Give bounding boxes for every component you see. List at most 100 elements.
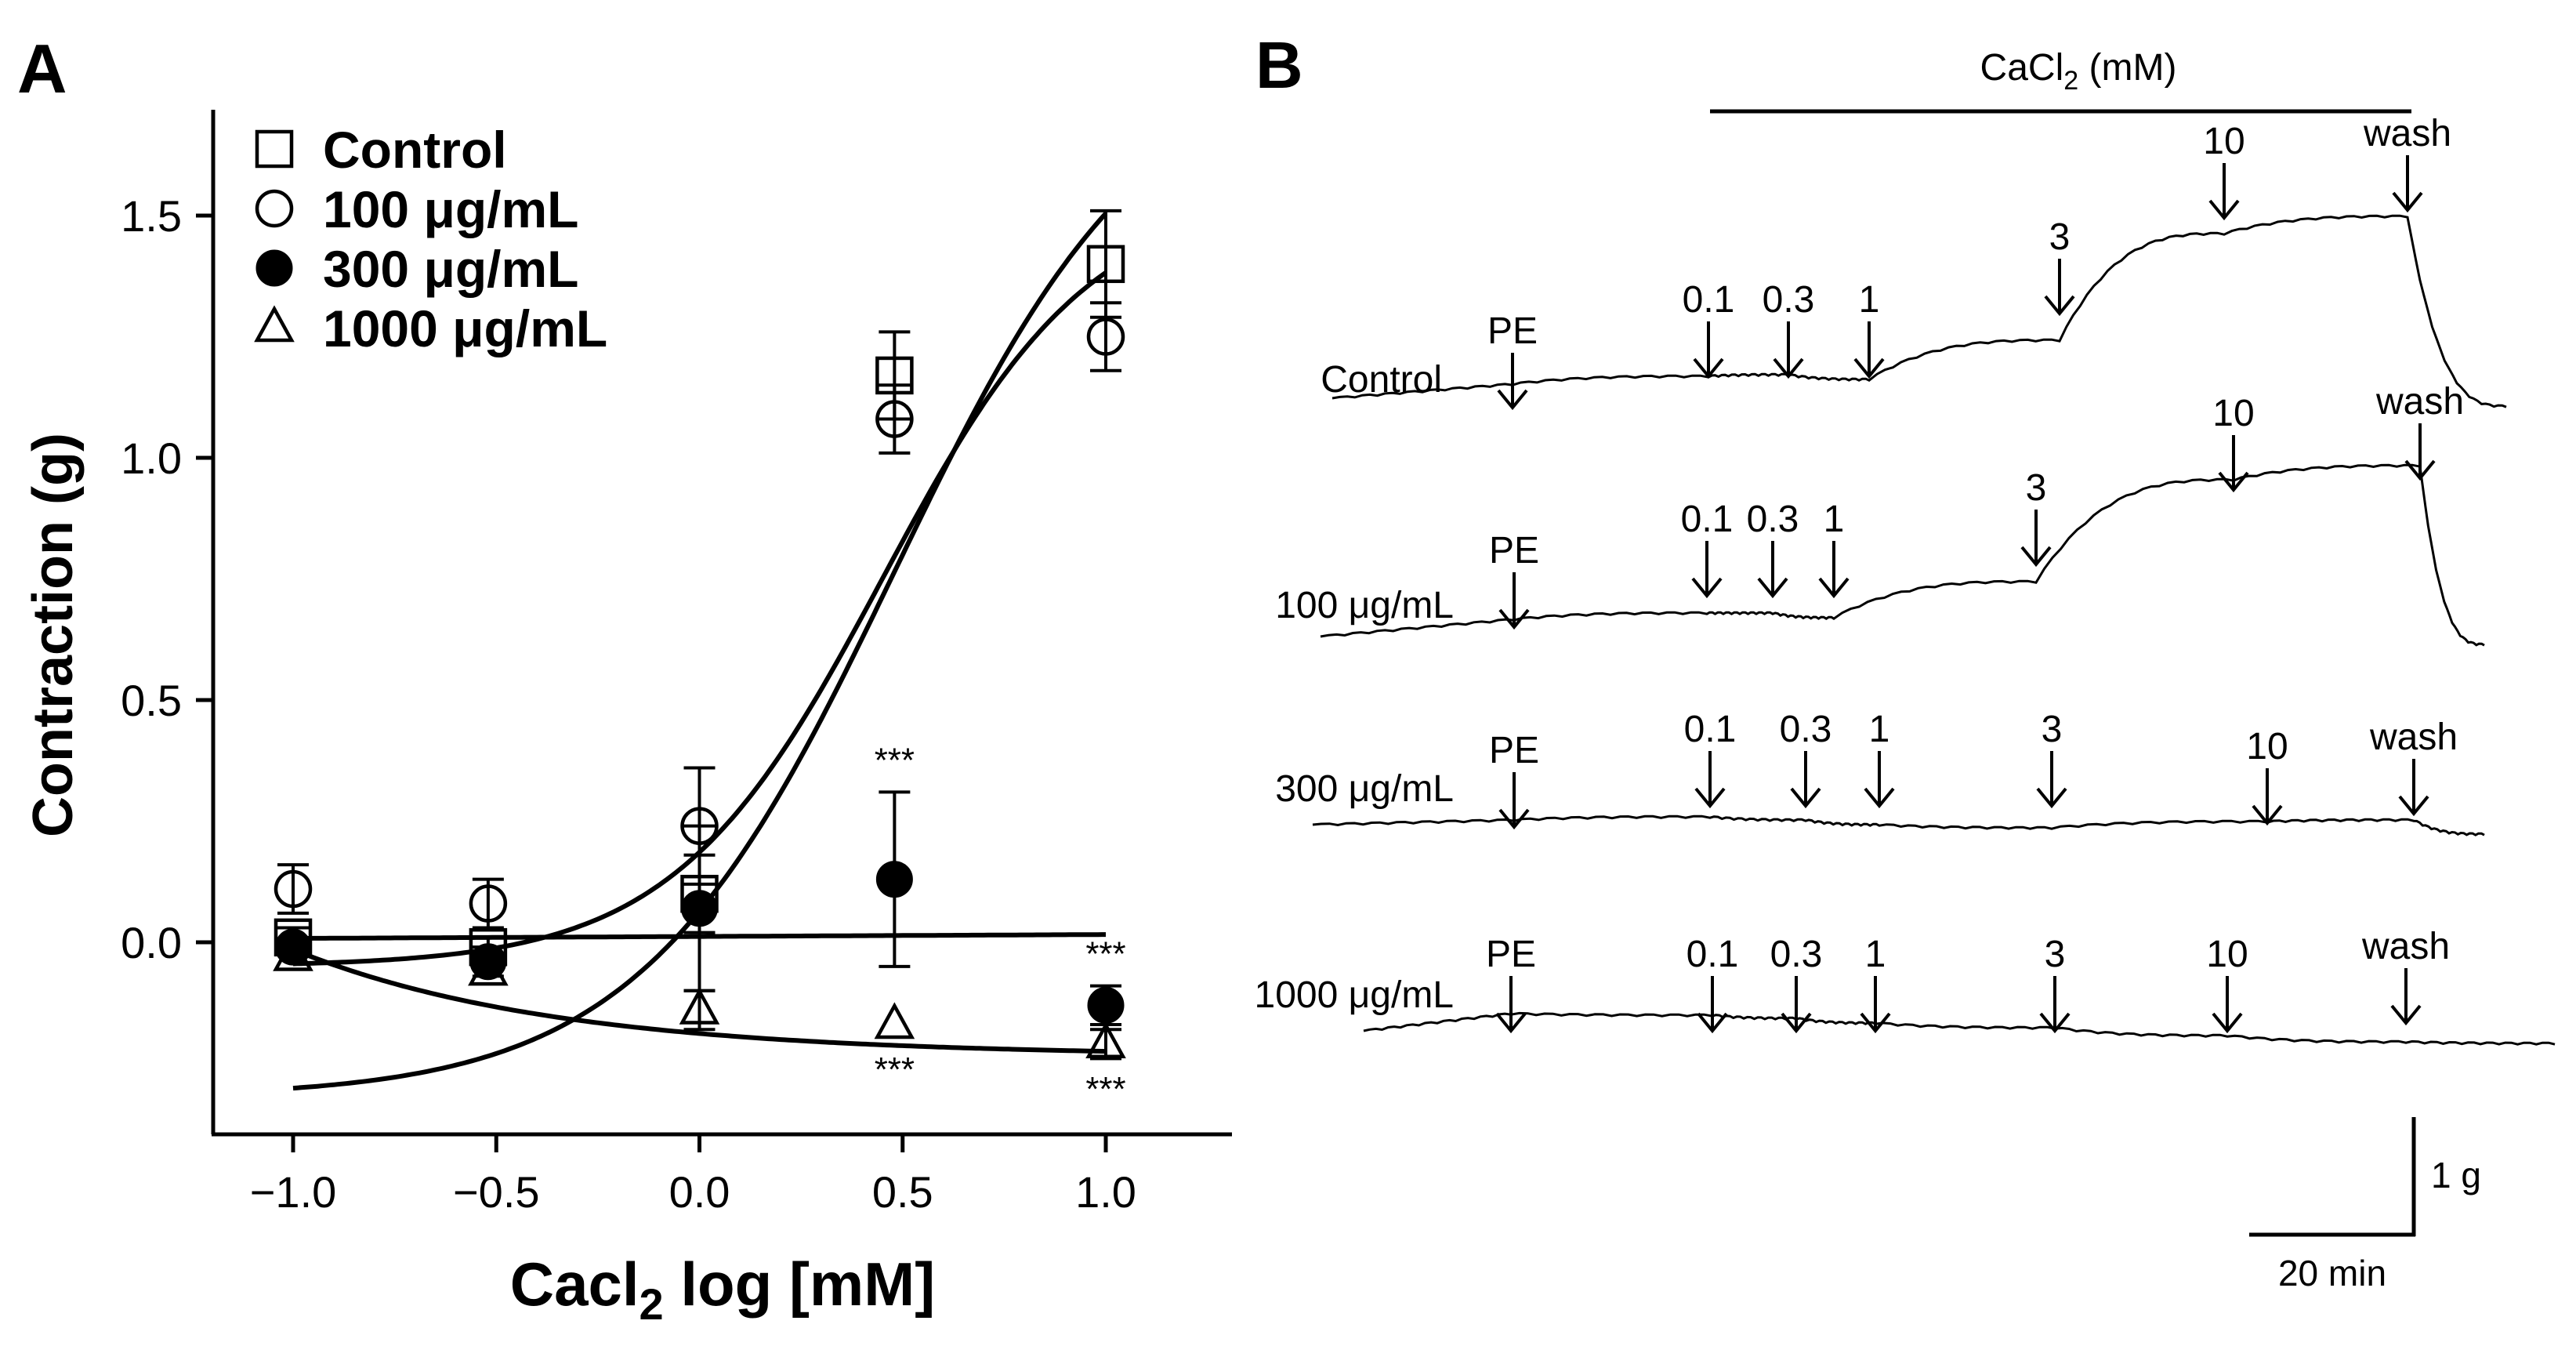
scale-bar-x-label: 20 min xyxy=(2278,1253,2386,1293)
point-100-g-ml xyxy=(875,400,914,438)
addition-label: 1 xyxy=(1859,279,1880,321)
arrow-head xyxy=(1818,577,1850,599)
point-control xyxy=(1086,245,1125,284)
x-tick-label: 0.5 xyxy=(872,1167,933,1217)
arrow-head xyxy=(1497,389,1528,411)
addition-label: 10 xyxy=(2212,393,2254,434)
addition-label: PE xyxy=(1489,530,1539,571)
addition-label: 3 xyxy=(2042,709,2063,750)
trace-line xyxy=(1331,214,2507,408)
addition-label: 10 xyxy=(2246,726,2288,767)
point-300-g-ml xyxy=(681,890,718,927)
addition-label: 10 xyxy=(2206,934,2248,975)
addition-label: 3 xyxy=(2049,216,2071,258)
arrow-head xyxy=(1498,808,1530,830)
cacl2-label-rest: (mM) xyxy=(2078,47,2176,89)
arrow-head xyxy=(2404,459,2436,481)
arrow-head xyxy=(1757,577,1788,599)
y-tick-label: 0.0 xyxy=(121,918,182,967)
arrow-head xyxy=(1773,357,1804,379)
point-300-g-ml xyxy=(1087,986,1125,1024)
arrow-head xyxy=(1498,608,1530,630)
point-1000-g-ml xyxy=(874,1002,915,1039)
cacl2-label: CaCl2 (mM) xyxy=(1980,47,2177,96)
x-axis-label-sub: 2 xyxy=(639,1279,664,1329)
addition-label: 1 xyxy=(1824,499,1845,540)
legend-marker-open-square xyxy=(255,129,294,169)
addition-label: wash xyxy=(2363,113,2451,154)
legend-label: Control xyxy=(323,121,507,179)
x-tick-label: 0.0 xyxy=(669,1167,730,1217)
addition-label: 1 xyxy=(1865,934,1886,975)
fit-curve-1000-g-ml xyxy=(292,947,1107,1054)
addition-label: 3 xyxy=(2026,467,2047,509)
trace-line xyxy=(1312,814,2485,836)
addition-label: wash xyxy=(2369,717,2458,758)
arrow-head xyxy=(2390,1004,2422,1026)
significance-label: *** xyxy=(1085,1070,1125,1108)
legend-label: 300 μg/mL xyxy=(323,240,579,298)
x-axis-label-main: Cacl xyxy=(510,1250,639,1319)
y-tick-label: 1.0 xyxy=(121,434,182,483)
x-axis-label-rest: log [mM] xyxy=(664,1250,936,1319)
arrow-head xyxy=(2044,295,2075,317)
arrow-head xyxy=(1691,577,1723,599)
addition-label: 0.1 xyxy=(1681,499,1734,540)
panel-a: A 0.0 0.5 1.0 1.5 −1.0 −0.5 0.0 0.5 1.0 Contrac… xyxy=(17,30,1232,1329)
addition-label: 1 xyxy=(1869,709,1890,750)
arrow-head xyxy=(2208,199,2240,221)
addition-label: 0.3 xyxy=(1763,279,1815,321)
trace-label: 1000 μg/mL xyxy=(1255,974,1454,1016)
addition-label: wash xyxy=(2375,381,2464,423)
x-ticks: −1.0 −0.5 0.0 0.5 1.0 xyxy=(250,1134,1136,1217)
y-tick-label: 1.5 xyxy=(121,191,182,241)
arrow-head xyxy=(1495,1012,1527,1034)
arrow-head xyxy=(1790,787,1821,809)
point-100-g-ml xyxy=(1086,317,1125,356)
trace-line xyxy=(1320,463,2485,647)
arrow-head xyxy=(1853,357,1885,379)
point-1000-g-ml xyxy=(679,987,720,1025)
arrow-head xyxy=(2218,471,2249,493)
cacl2-label-main: CaCl xyxy=(1980,47,2064,89)
arrow-head xyxy=(1693,357,1724,379)
point-100-g-ml xyxy=(469,884,508,923)
addition-label: 10 xyxy=(2203,121,2244,162)
addition-label: PE xyxy=(1489,730,1539,771)
legend-label: 100 μg/mL xyxy=(323,180,579,238)
legend-label: 1000 μg/mL xyxy=(323,299,607,357)
significance-label: *** xyxy=(875,1050,915,1089)
y-tick-label: 0.5 xyxy=(121,676,182,725)
point-300-g-ml xyxy=(875,861,913,898)
addition-label: 0.1 xyxy=(1687,934,1739,975)
significance-label: *** xyxy=(1085,935,1125,974)
trace-line xyxy=(1363,1011,2556,1046)
arrow-head xyxy=(1697,1012,1728,1034)
trace-3: 1000 μg/mL PE 0.1 0.3 1 3 10 wash xyxy=(1255,926,2556,1046)
addition-label: 0.3 xyxy=(1780,709,1832,750)
arrow-head xyxy=(2392,191,2423,213)
arrow-head xyxy=(2398,795,2429,817)
addition-label: 0.1 xyxy=(1683,279,1735,321)
data-points: *** *** *** *** xyxy=(273,209,1126,1108)
point-100-g-ml xyxy=(274,869,313,909)
x-tick-label: 1.0 xyxy=(1075,1167,1136,1217)
panel-b-letter: B xyxy=(1255,28,1303,102)
addition-label: 3 xyxy=(2045,934,2066,975)
y-ticks: 0.0 0.5 1.0 1.5 xyxy=(121,191,213,967)
arrow-head xyxy=(1864,787,1895,809)
arrow-head xyxy=(1694,787,1726,809)
cacl2-label-sub: 2 xyxy=(2063,66,2078,96)
arrow-head xyxy=(2036,787,2067,809)
addition-label: 0.1 xyxy=(1684,709,1737,750)
arrow-head xyxy=(2020,546,2052,568)
point-1000-g-ml xyxy=(273,934,313,971)
significance-label: *** xyxy=(875,741,915,779)
y-axis-label: Contraction (g) xyxy=(22,433,85,837)
point-1000-g-ml xyxy=(1085,1021,1126,1059)
x-tick-label: −1.0 xyxy=(250,1167,337,1217)
